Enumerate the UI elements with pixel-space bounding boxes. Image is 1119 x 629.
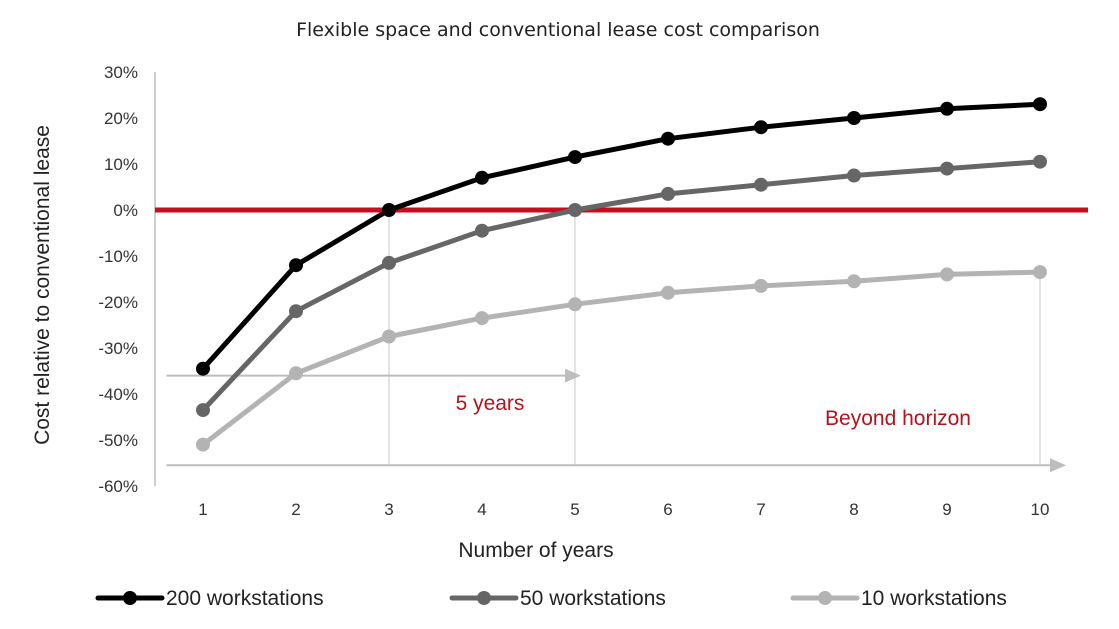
series-point bbox=[754, 278, 768, 293]
series-group bbox=[196, 97, 1047, 452]
series-point bbox=[754, 120, 768, 135]
series-point bbox=[940, 101, 954, 116]
chart-title: Flexible space and conventional lease co… bbox=[296, 19, 820, 41]
annotation-arrow-head bbox=[1050, 458, 1066, 473]
series-point bbox=[196, 437, 210, 452]
series-point bbox=[475, 311, 489, 326]
y-tick-label: -10% bbox=[98, 247, 138, 266]
series-line bbox=[200, 269, 1043, 448]
x-tick-label: 9 bbox=[942, 500, 951, 519]
y-tick-label: 30% bbox=[104, 63, 138, 82]
x-tick-label: 4 bbox=[477, 500, 486, 519]
legend-label: 50 workstations bbox=[520, 587, 666, 610]
series-point bbox=[475, 170, 489, 185]
y-tick-label: -40% bbox=[98, 385, 138, 404]
x-tick-label: 8 bbox=[849, 500, 858, 519]
y-tick-label: -20% bbox=[98, 293, 138, 312]
legend: 200 workstations 50 workstations 10 workst… bbox=[95, 587, 1007, 610]
series-point bbox=[289, 258, 303, 273]
series-point bbox=[568, 203, 582, 217]
y-tick-label: -30% bbox=[98, 339, 138, 358]
y-tick-label: 0% bbox=[113, 201, 138, 220]
x-tick-label: 1 bbox=[198, 500, 207, 519]
x-tick-label: 3 bbox=[384, 500, 393, 519]
series-point bbox=[940, 161, 954, 176]
series-point bbox=[847, 274, 861, 289]
y-tick-labels: 30% 20% 10% 0% -10% -20% -30% -40% -50% -60% bbox=[98, 63, 138, 496]
series-point bbox=[940, 267, 954, 282]
annotation-5-years: 5 years bbox=[456, 392, 525, 415]
series-point bbox=[568, 150, 582, 165]
legend-swatch-marker bbox=[477, 591, 491, 605]
series-point bbox=[661, 131, 675, 146]
series-point bbox=[1033, 265, 1047, 280]
series-point bbox=[382, 329, 396, 344]
x-tick-label: 10 bbox=[1031, 500, 1050, 519]
series-point bbox=[661, 285, 675, 300]
x-tick-labels: 1 2 3 4 5 6 7 8 9 10 bbox=[198, 500, 1049, 519]
legend-label: 200 workstations bbox=[166, 587, 324, 610]
series-point bbox=[196, 361, 210, 376]
x-axis-label: Number of years bbox=[458, 539, 613, 562]
series-point bbox=[289, 366, 303, 381]
x-tick-label: 2 bbox=[291, 500, 300, 519]
y-axis-label: Cost relative to conventional lease bbox=[31, 125, 54, 445]
series-point bbox=[289, 304, 303, 319]
legend-label: 10 workstations bbox=[861, 587, 1007, 610]
x-tick-label: 7 bbox=[756, 500, 765, 519]
y-tick-label: 10% bbox=[104, 155, 138, 174]
series-point bbox=[382, 255, 396, 270]
annotation-beyond-horizon: Beyond horizon bbox=[825, 407, 971, 430]
series-point bbox=[382, 203, 396, 217]
y-tick-label: -50% bbox=[98, 431, 138, 450]
series-point bbox=[196, 403, 210, 418]
x-tick-label: 5 bbox=[570, 500, 579, 519]
series-point bbox=[847, 111, 861, 125]
series-point bbox=[568, 297, 582, 312]
series-point bbox=[754, 177, 768, 192]
series-line bbox=[200, 159, 1043, 413]
series-point bbox=[1033, 97, 1047, 112]
series-line bbox=[200, 101, 1043, 372]
series-point bbox=[661, 186, 675, 201]
annotation-arrow-head bbox=[565, 368, 581, 383]
legend-swatch-marker bbox=[123, 591, 137, 605]
y-tick-label: 20% bbox=[104, 109, 138, 128]
y-tick-label: -60% bbox=[98, 477, 138, 496]
series-point bbox=[1033, 154, 1047, 169]
x-tick-label: 6 bbox=[663, 500, 672, 519]
series-point bbox=[475, 223, 489, 238]
series-point bbox=[847, 168, 861, 183]
legend-swatch-marker bbox=[818, 591, 832, 605]
